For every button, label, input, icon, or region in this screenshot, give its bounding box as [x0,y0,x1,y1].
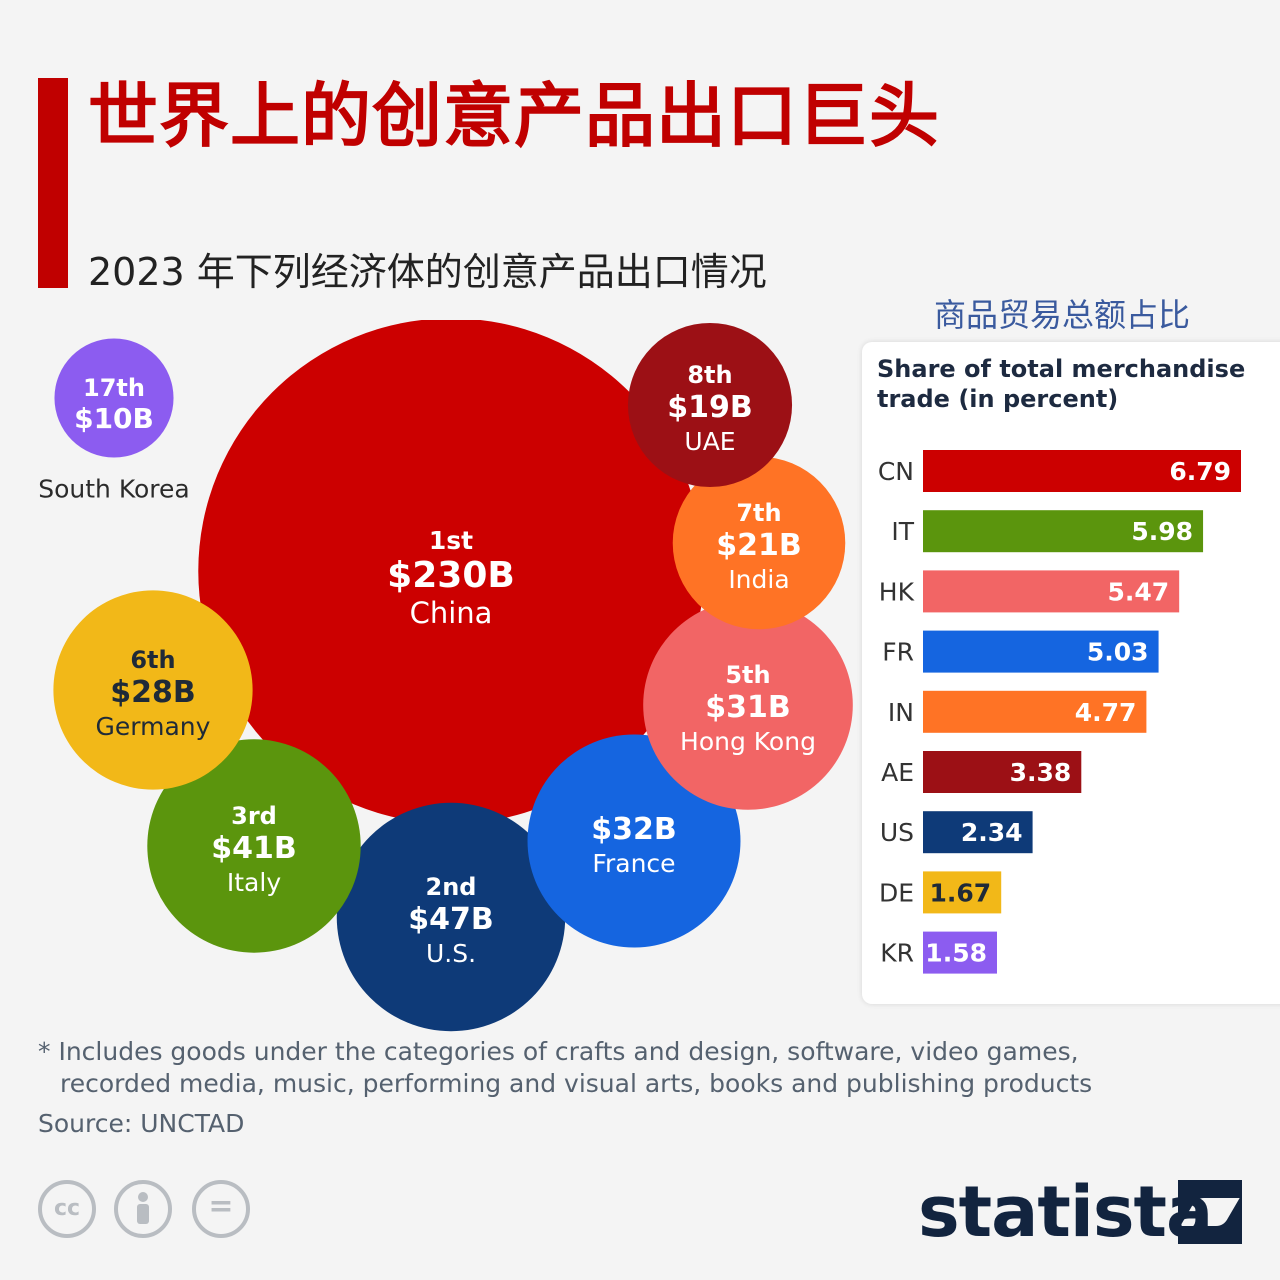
bubble-circle-india [672,456,846,630]
bubble-rank: 17th [83,374,145,402]
bubble-country-label: Germany [96,712,211,741]
bubble-country-label: South Korea [38,475,189,504]
bar-category-label: DE [879,878,914,907]
bubble-country-label: Italy [227,868,281,897]
bar-row-kr: KR 1.58 [880,931,997,974]
bar-it [923,510,1204,553]
bar-row-in: IN 4.77 [888,690,1147,733]
share-heading-cn: 商品贸易总额占比 [934,296,1191,334]
bar-value-label: 4.77 [1075,698,1137,727]
bar-category-label: CN [878,457,914,486]
page-title: 世界上的创意产品出口巨头 [88,75,940,157]
bar-value-label: 6.79 [1169,457,1231,486]
bubble-circle-italy [147,739,361,953]
statista-logo-text: statista [918,1171,1213,1253]
footnote: * Includes goods under the categories of… [38,1036,1092,1100]
nd-icon: = [192,1180,250,1238]
bar-hk [923,570,1180,613]
bar-value-label: 1.67 [930,878,992,907]
cc-icon: cc [38,1180,96,1238]
bar-ae [923,751,1082,793]
bar-value-label: 3.38 [1010,758,1072,787]
bubble-rank: 3rd [231,802,277,830]
bar-chart-panel: Share of total merchandise trade (in per… [862,342,1280,1004]
bar-us [923,811,1033,854]
bar-row-fr: FR 5.03 [882,630,1159,673]
bubble-value-label: $28B [110,675,196,710]
bar-category-label: US [880,818,914,847]
bubble-country-label: India [728,565,789,594]
bubble-south-korea: 17th$10B [54,338,174,458]
bar-value-label: 5.98 [1131,517,1193,546]
bubble-rank: 1st [429,526,473,555]
bar-category-label: KR [880,939,914,968]
bubble-country-label: UAE [684,427,735,456]
person-icon [137,1192,149,1224]
bubble-value-label: $47B [408,902,494,937]
bubble-country-label: France [592,849,675,878]
bar-row-hk: HK 5.47 [879,570,1180,613]
bar-value-label: 1.58 [925,939,987,968]
bubble-value-label: $31B [705,690,791,725]
page-subtitle: 2023 年下列经济体的创意产品出口情况 [88,250,767,294]
bar-category-label: IT [891,517,914,546]
bar-cn [923,450,1241,492]
bubble-circle-germany [53,590,253,790]
bubble-country-label: China [410,596,493,630]
bar-de [923,871,1002,914]
bubble-rank: 5th [725,661,770,689]
bubble-rank: 7th [736,499,781,527]
bar-chart: CN 6.79 IT 5.98 HK 5.47 FR 5.03 IN 4.77 AE 3.38 US 2.… [878,450,1241,974]
bar-value-label: 5.03 [1087,638,1149,667]
bubble-value-label: $19B [667,390,753,425]
bubble-rank: 6th [130,646,175,674]
bar-category-label: AE [881,758,914,787]
bubble-circle-uae [627,322,793,488]
bar-row-us: US 2.34 [880,811,1033,854]
bar-kr [923,931,997,974]
bubble-country-label: Hong Kong [680,727,816,756]
bubble-country-label: U.S. [426,939,476,968]
bar-value-label: 5.47 [1107,577,1169,606]
bubble-circle-south-korea [54,338,174,458]
bubble-circle-hong-kong [643,600,853,810]
bubble-value-label: $21B [716,528,802,563]
footnote-line-2: recorded media, music, performing and vi… [60,1069,1093,1098]
bubble-rank: 2nd [426,873,477,901]
bar-row-de: DE 1.67 [879,871,1002,914]
bubble-value-label: $32B [591,812,677,847]
bubble-chart: 1st$230BChina2nd$47BU.S.3rd$41BItaly$32B… [38,320,853,1032]
by-icon [114,1180,172,1238]
title-accent-bar [38,78,68,288]
bubble-circle-u-s [336,802,566,1032]
bar-chart-title: Share of total merchandise trade (in per… [877,355,1246,413]
bar-category-label: HK [879,577,915,606]
bar-category-label: IN [888,698,914,727]
bubble-rank: 8th [687,361,732,389]
bar-value-label: 2.34 [961,818,1023,847]
statista-logo-mark-icon [1178,1180,1242,1244]
bubble-value-label: $230B [387,555,515,596]
footnote-line-1: * Includes goods under the categories of… [38,1037,1079,1066]
bar-row-it: IT 5.98 [891,510,1204,553]
bar-row-ae: AE 3.38 [881,751,1082,793]
bar-category-label: FR [882,638,914,667]
bar-row-cn: CN 6.79 [878,450,1241,492]
bar-fr [923,630,1159,673]
bubble-value-label: $41B [211,831,297,866]
bar-in [923,690,1147,733]
bubble-value-label: $10B [74,402,154,435]
source-note: Source: UNCTAD [38,1109,245,1138]
bubble-circle-china [198,320,704,824]
